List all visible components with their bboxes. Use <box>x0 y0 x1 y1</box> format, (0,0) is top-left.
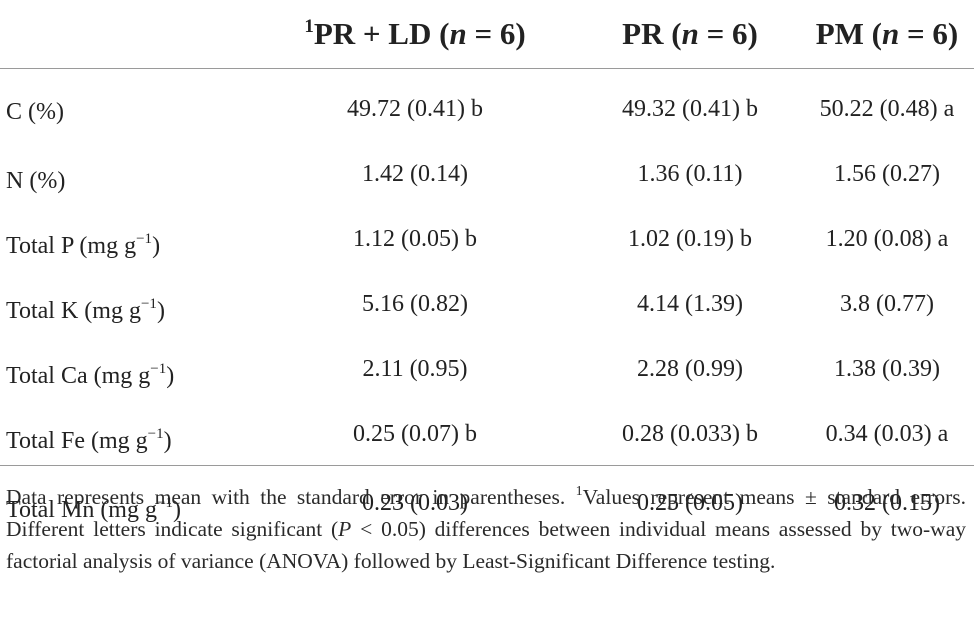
table-row: Total P (mg g−1) 1.12 (0.05) b 1.02 (0.1… <box>0 207 974 272</box>
row-label: Total Mn (mg g−1) <box>0 467 250 548</box>
row-unit-sup: −1 <box>150 360 167 377</box>
footnote-part3: < 0.05) differences between individual m… <box>6 517 966 573</box>
cell-pm: 1.20 (0.08) a <box>825 226 949 252</box>
row-label-text: Total K (mg g <box>6 297 141 324</box>
header-pr: PR (n = 6) <box>580 0 800 69</box>
header-pm-prefix: PM ( <box>815 16 883 51</box>
row-unit-close: ) <box>163 427 172 454</box>
header-pr-ld-prefix: PR + LD ( <box>313 16 450 51</box>
header-pr-ld-sup: 1 <box>304 16 314 37</box>
row-unit-close: ) <box>172 496 181 523</box>
cell-pr-ld: 1.12 (0.05) b <box>353 226 477 252</box>
row-label: Total P (mg g−1) <box>0 207 250 272</box>
table-row: Total Mn (mg g−1) 0.23 (0.03) 0.25 (0.05… <box>0 467 974 548</box>
cell-pr: 0.25 (0.05) <box>637 490 743 516</box>
row-label-text: Total Fe (mg g <box>6 427 148 454</box>
row-label: Total Ca (mg g−1) <box>0 337 250 402</box>
header-row: 1PR + LD (n = 6) PR (n = 6) PM (n = 6) <box>0 0 974 69</box>
row-label-text: C (%) <box>6 98 64 125</box>
cell-pm: 0.34 (0.03) a <box>825 421 949 447</box>
row-label-text: Total P (mg g <box>6 232 137 259</box>
cell-pr-ld: 1.42 (0.14) <box>362 161 468 187</box>
row-unit-close: ) <box>166 362 175 389</box>
header-empty <box>0 0 250 69</box>
row-unit-sup: −1 <box>140 295 157 312</box>
cell-pm: 1.56 (0.27) <box>834 161 940 187</box>
row-label: Total Fe (mg g−1) <box>0 402 250 467</box>
cell-pr: 1.02 (0.19) b <box>628 226 752 252</box>
cell-pr-ld: 5.16 (0.82) <box>362 291 468 317</box>
row-unit-sup: −1 <box>136 230 153 247</box>
footnote-sup: 1 <box>575 484 583 499</box>
row-label: N (%) <box>0 142 250 207</box>
data-table: 1PR + LD (n = 6) PR (n = 6) PM (n = 6) C… <box>0 0 974 549</box>
row-unit-sup: −1 <box>156 494 173 511</box>
footnote-part1: Data represents mean with the standard e… <box>6 485 576 509</box>
cell-pr: 49.32 (0.41) b <box>622 96 758 122</box>
cell-pr: 2.28 (0.99) <box>637 356 743 382</box>
cell-pr: 0.28 (0.033) b <box>622 421 758 447</box>
cell-pm: 0.32 (0.15) <box>834 490 940 516</box>
header-pm-n: n <box>882 16 900 51</box>
header-pr-prefix: PR ( <box>622 16 682 51</box>
row-label-text: N (%) <box>6 167 66 194</box>
cell-pr-ld: 0.25 (0.07) b <box>353 421 477 447</box>
cell-pr-ld: 49.72 (0.41) b <box>347 96 483 122</box>
cell-pm: 50.22 (0.48) a <box>819 96 955 122</box>
row-unit-close: ) <box>152 232 161 259</box>
table-row: C (%) 49.72 (0.41) b 49.32 (0.41) b 50.2… <box>0 69 974 143</box>
cell-pr: 1.36 (0.11) <box>637 161 743 187</box>
cell-pm: 1.38 (0.39) <box>834 356 940 382</box>
table-header: 1PR + LD (n = 6) PR (n = 6) PM (n = 6) <box>0 0 974 69</box>
footnote-part2: Values represent means ± standard errors… <box>6 485 966 541</box>
row-label-text: Total Ca (mg g <box>6 362 151 389</box>
header-pr-suffix: = 6) <box>698 16 758 51</box>
table-footnote: Data represents mean with the standard e… <box>6 481 966 577</box>
row-unit-close: ) <box>156 297 165 324</box>
row-unit-sup: −1 <box>147 425 164 442</box>
table-bottom-rule <box>0 465 974 466</box>
header-pr-ld-suffix: = 6) <box>466 16 526 51</box>
table-body: C (%) 49.72 (0.41) b 49.32 (0.41) b 50.2… <box>0 69 974 549</box>
header-pm-suffix: = 6) <box>899 16 959 51</box>
table-row: Total Fe (mg g−1) 0.25 (0.07) b 0.28 (0.… <box>0 402 974 467</box>
cell-pr-ld: 2.11 (0.95) <box>362 356 468 382</box>
row-label: C (%) <box>0 69 250 143</box>
header-pr-ld-n: n <box>449 16 467 51</box>
header-pr-ld: 1PR + LD (n = 6) <box>250 0 580 69</box>
row-label: Total K (mg g−1) <box>0 272 250 337</box>
table-row: N (%) 1.42 (0.14) 1.36 (0.11) 1.56 (0.27… <box>0 142 974 207</box>
cell-pr: 4.14 (1.39) <box>637 291 743 317</box>
header-pm: PM (n = 6) <box>800 0 974 69</box>
table-row: Total Ca (mg g−1) 2.11 (0.95) 2.28 (0.99… <box>0 337 974 402</box>
footnote-p-value: P <box>338 517 352 541</box>
cell-pm: 3.8 (0.77) <box>840 291 934 317</box>
cell-pr-ld: 0.23 (0.03) <box>362 490 468 516</box>
row-label-text: Total Mn (mg g <box>6 496 157 523</box>
header-pr-n: n <box>681 16 699 51</box>
table-row: Total K (mg g−1) 5.16 (0.82) 4.14 (1.39)… <box>0 272 974 337</box>
